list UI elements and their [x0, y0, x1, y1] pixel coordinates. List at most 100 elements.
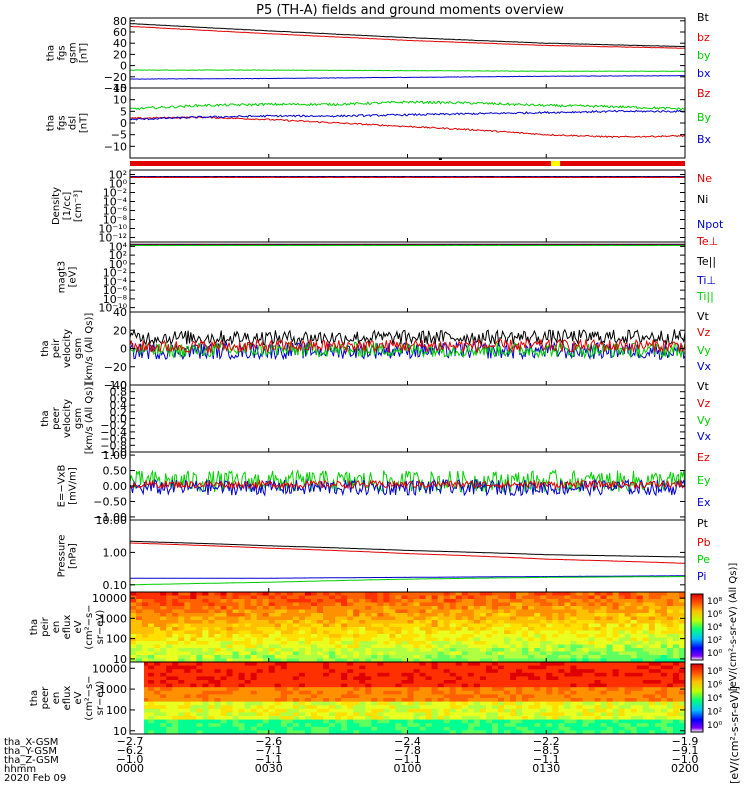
y-axis-label: magt3	[57, 261, 68, 294]
y-axis-label: en	[51, 692, 62, 705]
spectrogram-cells	[130, 592, 685, 662]
y-tick-label: 0.00	[103, 480, 128, 493]
legend-pt: Pt	[697, 517, 709, 530]
y-axis-label: velocity	[62, 329, 73, 368]
x-tick-label: −7.1	[255, 744, 282, 757]
colorbar-tick-label: 10⁴	[707, 623, 722, 633]
y-axis-label: dsl	[68, 116, 79, 130]
series-ez	[130, 479, 685, 490]
y-axis-label: eV	[73, 620, 84, 633]
legend-ni: Ni	[697, 193, 708, 206]
y-tick-label: 0	[120, 117, 127, 130]
colorbar-tick-label: 10⁸	[707, 597, 722, 607]
legend-vy: Vy	[697, 414, 711, 427]
legend-by: By	[697, 111, 712, 124]
y-tick-label: 10⁻⁴	[103, 275, 128, 288]
panel-frame	[129, 169, 686, 243]
colorbar-tick-label: 10⁸	[707, 667, 722, 677]
panel-efield: 1.00 0.50 0.00 −0.50 −1.00 E=−VxB [mV/m] Ez Ey Ex	[57, 449, 711, 524]
series-vz	[130, 338, 685, 355]
legend-te: Te||	[696, 255, 716, 268]
legend-pb: Pb	[697, 536, 711, 549]
y-axis-label: [km/s (All Qs)]	[84, 383, 95, 455]
y-tick-label: 1000	[99, 612, 127, 625]
y-tick-label: −0.4	[100, 426, 127, 439]
legend-pi: Pi	[697, 570, 706, 583]
y-axis-label: Density	[51, 187, 62, 225]
series-ex	[130, 477, 685, 498]
y-tick-label: 5	[120, 105, 127, 118]
legend-vt: Vt	[697, 310, 710, 323]
y-tick-label: 10000	[92, 662, 127, 675]
y-tick-label: 1000	[99, 683, 127, 696]
panel-flag_bar	[130, 158, 685, 166]
y-tick-label: 1.0	[110, 379, 128, 392]
x-tick-label: −2.6	[255, 735, 282, 748]
y-axis-label: eflux	[62, 686, 73, 711]
series-group	[130, 175, 685, 179]
series-group	[130, 540, 685, 586]
x-tick-label: −8.5	[533, 744, 560, 757]
data-gap	[130, 662, 144, 734]
x-tick-label: −9.1	[672, 744, 699, 757]
series-bx	[130, 109, 685, 121]
colorbar-scale	[690, 663, 704, 733]
spectrogram-cells	[130, 662, 685, 734]
y-axis-label: Pressure	[57, 535, 68, 578]
y-tick-label: −20	[104, 361, 127, 374]
y-axis-label: peer	[51, 406, 62, 430]
y-tick-label: 10⁻¹²	[98, 232, 127, 245]
legend-ti: Ti⊥	[696, 274, 716, 287]
y-tick-label: −1.0	[100, 446, 127, 459]
y-axis-label: gsm	[73, 408, 84, 429]
legend-vy: Vy	[697, 344, 711, 357]
x-tick-label: −1.0	[672, 753, 699, 766]
y-axis-label: [km/s (All Qs)]	[84, 313, 95, 385]
legend-ne: Ne	[697, 172, 712, 185]
y-tick-label: −0.2	[100, 419, 127, 432]
y-axis-label: [cm⁻³]	[73, 190, 84, 222]
x-tick-label: 0030	[255, 762, 283, 775]
panel-frame	[129, 87, 686, 159]
y-axis-label: peer	[40, 686, 51, 710]
y-tick-label: 0.0	[110, 413, 128, 426]
legend-ez: Ez	[697, 451, 710, 464]
y-tick-label: 10⁴	[109, 240, 128, 253]
y-axis-label: eflux	[62, 615, 73, 640]
colorbar-scale	[690, 593, 704, 661]
y-tick-label: 10⁻⁶	[103, 205, 128, 218]
x-row-label: tha_Y-GSM	[4, 746, 57, 757]
colorbar-tick-label: 10⁰	[707, 649, 722, 659]
y-tick-label: 10000	[92, 592, 127, 605]
colorbar-tick-label: 10⁶	[707, 610, 722, 620]
y-tick-label: 0.6	[110, 392, 128, 405]
y-axis-label: (cm²−s−	[84, 604, 95, 649]
y-tick-label: 15	[113, 82, 127, 95]
y-tick-label: 10.00	[96, 514, 128, 527]
colorbar-label: [eV/(cm²-s-sr-eV)]	[728, 686, 741, 784]
y-tick-label: −40	[104, 379, 127, 392]
x-tick-label: −1.1	[255, 753, 282, 766]
y-tick-label: 10⁻⁶	[103, 284, 128, 297]
y-tick-label: 10	[113, 94, 127, 107]
legend-bt: Bt	[697, 11, 710, 24]
y-tick-label: 80	[113, 15, 127, 28]
y-axis-label: [nPa]	[68, 543, 79, 569]
y-axis-label: sr−eV)	[95, 681, 106, 716]
x-tick-label: −1.0	[117, 753, 144, 766]
flag-segment	[130, 161, 685, 166]
x-tick-label: −1.1	[394, 753, 421, 766]
legend-bz: bz	[697, 31, 710, 44]
y-tick-label: 100	[106, 633, 127, 646]
legend-bz: Bz	[697, 87, 711, 100]
panel-frame	[129, 241, 686, 313]
series-by	[130, 69, 685, 72]
y-axis-label: [eV]	[68, 267, 79, 288]
series-pt	[130, 540, 685, 558]
x-tick-label: −2.2	[533, 735, 560, 748]
colorbar-tick-label: 10²	[707, 636, 722, 646]
panel-peer_spectrogram: 10000 1000 100 10 tha peer en eflux eV (cm²−s− sr−…	[29, 661, 686, 738]
